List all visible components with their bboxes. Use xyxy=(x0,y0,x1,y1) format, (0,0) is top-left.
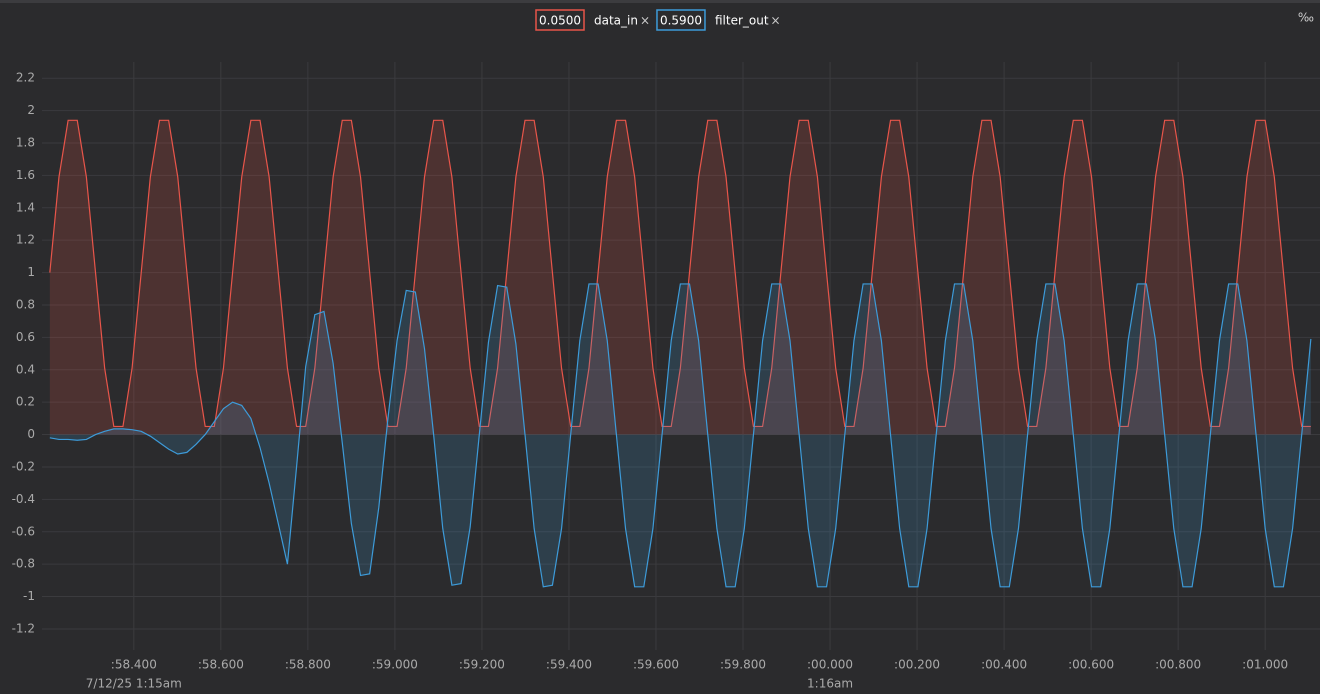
y-tick-label: -0.6 xyxy=(12,524,35,538)
x-tick-label: :00.200 xyxy=(894,658,940,672)
y-tick-label: 1.4 xyxy=(16,200,35,214)
y-tick-label: 0 xyxy=(27,427,35,441)
x-tick-label: :00.400 xyxy=(981,658,1027,672)
y-tick-label: -0.2 xyxy=(12,459,35,473)
legend-name: data_in xyxy=(594,14,638,28)
legend-readout: 0.0500 xyxy=(539,14,581,28)
x-tick-label: :59.000 xyxy=(372,658,418,672)
area xyxy=(49,120,1311,435)
legend-readout-box xyxy=(535,9,585,31)
y-tick-label: -0.8 xyxy=(12,557,35,571)
legend-name: filter_out xyxy=(715,14,769,28)
legend-readout: 0.5900 xyxy=(660,14,702,28)
x-tick-label: :59.800 xyxy=(720,658,766,672)
area xyxy=(49,283,1311,587)
x-tick-label: :58.800 xyxy=(285,658,331,672)
y-tick-label: 1.2 xyxy=(16,233,35,247)
legend-close[interactable]: × xyxy=(771,14,781,28)
x-tick-label: :00.800 xyxy=(1155,658,1201,672)
y-tick-label: 0.8 xyxy=(16,297,35,311)
legend-readout-box xyxy=(656,9,706,31)
x-tick-label: :58.400 xyxy=(111,658,157,672)
x-sublabel: 7/12/25 1:15am xyxy=(86,677,182,691)
x-tick-label: :59.600 xyxy=(633,658,679,672)
x-sublabel: 1:16am xyxy=(807,677,853,691)
y-tick-label: 0.4 xyxy=(16,362,35,376)
x-tick-label: :58.600 xyxy=(198,658,244,672)
top-bar xyxy=(0,0,1320,3)
line xyxy=(49,283,1312,588)
y-tick-label: -1.2 xyxy=(12,621,35,635)
unit-label: ‰ xyxy=(1298,11,1314,25)
line xyxy=(49,119,1311,428)
y-tick-label: 0.6 xyxy=(16,330,35,344)
y-tick-label: 1.6 xyxy=(16,168,35,182)
legend-close[interactable]: × xyxy=(640,14,650,28)
y-tick-label: -0.4 xyxy=(12,492,35,506)
y-tick-label: 1.8 xyxy=(16,135,35,149)
x-tick-label: :59.400 xyxy=(546,658,592,672)
x-tick-label: :59.200 xyxy=(459,658,505,672)
x-tick-label: :01.000 xyxy=(1242,658,1288,672)
y-tick-label: 0.2 xyxy=(16,395,35,409)
x-tick-label: :00.600 xyxy=(1068,658,1114,672)
x-tick-label: :00.000 xyxy=(807,658,853,672)
y-tick-label: 2 xyxy=(27,103,35,117)
y-tick-label: -1 xyxy=(23,589,35,603)
y-tick-label: 1 xyxy=(27,265,35,279)
y-tick-label: 2.2 xyxy=(16,71,35,85)
